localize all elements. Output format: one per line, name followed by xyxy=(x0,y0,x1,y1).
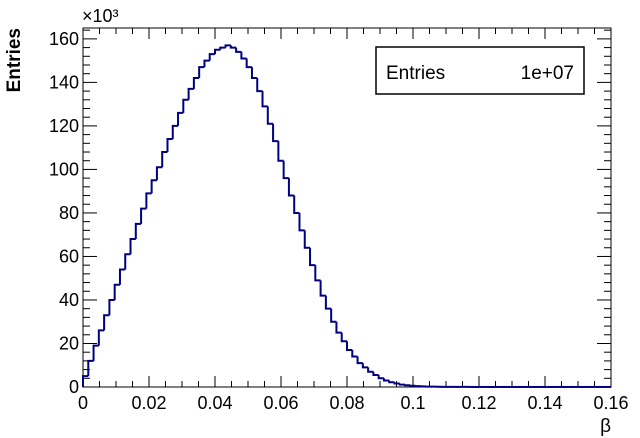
histogram-bin xyxy=(229,45,237,49)
histogram-bin xyxy=(177,111,184,126)
y-multiplier-label: ×10³ xyxy=(82,6,119,26)
histogram-bin xyxy=(314,265,321,282)
x-axis-title: β xyxy=(600,416,611,437)
histogram-bin xyxy=(293,195,300,214)
histogram-bin xyxy=(134,222,142,240)
histogram-bin xyxy=(388,380,395,384)
histogram-bin xyxy=(372,371,379,377)
histogram-bin xyxy=(198,66,205,79)
histogram-bin xyxy=(261,91,268,108)
histogram-bin xyxy=(108,298,115,316)
histogram-bin xyxy=(256,78,263,93)
histogram-bin xyxy=(335,321,342,334)
histogram-bin xyxy=(287,178,295,197)
histogram-bin xyxy=(377,375,384,380)
histogram-bin xyxy=(224,44,231,48)
histogram-bin xyxy=(340,332,347,343)
histogram-bin xyxy=(382,378,390,382)
histogram-bin xyxy=(282,160,289,180)
stats-box-frame xyxy=(375,46,585,95)
y-tick-label: 60 xyxy=(59,246,79,266)
axis-ticks xyxy=(82,28,612,388)
histogram-bin xyxy=(208,53,215,61)
histogram-bin xyxy=(124,253,131,270)
x-tick-label: 0 xyxy=(78,393,88,413)
histogram-bin xyxy=(272,123,279,143)
histogram-bin xyxy=(324,295,332,310)
y-tick-label: 120 xyxy=(49,116,79,136)
x-tick-label: 0.1 xyxy=(400,393,425,413)
histogram-bin xyxy=(129,238,136,255)
histogram-bin xyxy=(346,341,353,352)
histogram-bin xyxy=(182,98,189,113)
histogram-bin xyxy=(203,59,210,68)
histogram-bin xyxy=(118,268,126,285)
histogram-bin xyxy=(150,179,157,194)
histogram-bin xyxy=(266,106,274,125)
histogram-bin xyxy=(235,47,242,53)
histogram-bin xyxy=(192,77,200,89)
stats-box: Entries 1e+07 xyxy=(375,46,585,95)
x-tick-label: 0.14 xyxy=(527,393,562,413)
histogram-bin xyxy=(309,247,316,267)
histogram-bin xyxy=(398,383,406,386)
stats-entries-label: Entries xyxy=(386,63,445,84)
histogram-bin xyxy=(330,308,337,323)
y-tick-label: 80 xyxy=(59,203,79,223)
histogram-bin xyxy=(250,67,258,80)
histogram-bin xyxy=(166,137,173,153)
histogram-bin xyxy=(187,87,194,100)
stats-entries-value: 1e+07 xyxy=(521,63,574,84)
histogram-bin xyxy=(367,367,374,373)
histogram-bin xyxy=(351,350,358,358)
histogram-bin xyxy=(319,280,326,297)
histogram-bin xyxy=(171,124,179,139)
histogram-bin xyxy=(161,151,168,168)
y-tick-label: 20 xyxy=(59,333,79,353)
histogram-bin xyxy=(113,283,120,300)
y-tick-label: 100 xyxy=(49,159,79,179)
histogram-bin xyxy=(356,356,363,365)
x-tick-label: 0.16 xyxy=(593,393,628,413)
histogram-bin xyxy=(145,192,152,209)
histogram-bin xyxy=(87,359,94,377)
histogram-bin xyxy=(82,375,89,387)
histogram-bin xyxy=(140,207,147,224)
x-tick-label: 0.04 xyxy=(197,393,232,413)
x-tick-label: 0.08 xyxy=(329,393,364,413)
axis-tick-labels: 0 0.02 0.04 0.06 0.08 0.1 0.12 0.14 0.16 0 20 40 60 8… xyxy=(49,29,629,413)
y-tick-label: 140 xyxy=(49,72,79,92)
y-tick-label: 40 xyxy=(59,290,79,310)
histogram-bin xyxy=(214,48,221,55)
histogram-bin xyxy=(298,212,305,232)
histogram-bin xyxy=(97,329,105,346)
histogram-bin xyxy=(245,58,252,69)
histogram-bin xyxy=(393,382,400,385)
histogram-bin xyxy=(277,141,284,162)
histogram-bin xyxy=(361,363,369,369)
histogram-bin xyxy=(103,314,110,331)
histogram-series xyxy=(82,44,611,388)
histogram-bin xyxy=(240,51,247,60)
histogram-bin xyxy=(92,344,99,361)
y-tick-label: 0 xyxy=(69,377,79,397)
histogram-bin xyxy=(303,230,311,249)
histogram-bin xyxy=(404,384,411,387)
y-tick-label: 160 xyxy=(49,29,79,49)
x-tick-label: 0.02 xyxy=(131,393,166,413)
histogram-bin xyxy=(219,46,226,50)
x-tick-label: 0.06 xyxy=(263,393,298,413)
y-axis-title: Entries xyxy=(4,28,25,92)
histogram-bin xyxy=(155,166,163,181)
x-tick-label: 0.12 xyxy=(461,393,496,413)
